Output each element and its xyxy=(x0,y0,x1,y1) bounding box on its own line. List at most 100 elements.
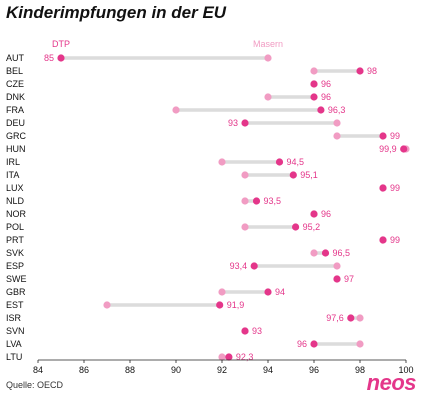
masern-dot xyxy=(356,340,364,348)
dtp-dot xyxy=(250,262,258,270)
masern-dot xyxy=(241,197,249,205)
dtp-dot xyxy=(379,184,387,192)
dtp-dot xyxy=(310,80,318,88)
country-label: IRL xyxy=(6,157,20,167)
dtp-value-label: 96 xyxy=(297,339,307,349)
dtp-dot xyxy=(400,145,408,153)
masern-dot xyxy=(218,288,226,296)
masern-dot xyxy=(333,262,341,270)
country-label: PRT xyxy=(6,235,24,245)
dtp-dot xyxy=(310,93,318,101)
x-tick-label: 84 xyxy=(33,365,43,375)
dtp-value-label: 96 xyxy=(321,79,331,89)
country-label: BEL xyxy=(6,66,23,76)
dtp-value-label: 99 xyxy=(390,183,400,193)
x-tick-label: 100 xyxy=(398,365,413,375)
country-label: SVK xyxy=(6,248,24,258)
dtp-value-label: 97 xyxy=(344,274,354,284)
dtp-value-label: 93,4 xyxy=(230,261,248,271)
source-note: Quelle: OECD xyxy=(6,380,64,390)
dtp-value-label: 99,9 xyxy=(379,144,397,154)
country-label: SVN xyxy=(6,326,25,336)
dtp-value-label: 95,1 xyxy=(300,170,318,180)
dtp-dot xyxy=(317,106,325,114)
country-label: GRC xyxy=(6,131,27,141)
dtp-dot xyxy=(264,288,272,296)
dtp-value-label: 93 xyxy=(228,118,238,128)
masern-dot xyxy=(310,249,318,257)
masern-dot xyxy=(356,314,364,322)
country-label: SWE xyxy=(6,274,27,284)
country-label: DEU xyxy=(6,118,25,128)
country-label: LTU xyxy=(6,352,22,362)
x-tick-label: 88 xyxy=(125,365,135,375)
legend-label-masern: Masern xyxy=(253,39,283,49)
dtp-value-label: 96,3 xyxy=(328,105,346,115)
dtp-dot xyxy=(379,132,387,140)
x-tick-label: 98 xyxy=(355,365,365,375)
masern-dot xyxy=(103,301,111,309)
dtp-value-label: 97,6 xyxy=(326,313,344,323)
masern-dot xyxy=(333,132,341,140)
country-label: LVA xyxy=(6,339,22,349)
masern-dot xyxy=(241,223,249,231)
dtp-dot xyxy=(275,158,284,166)
dtp-value-label: 99 xyxy=(390,131,400,141)
country-label: LUX xyxy=(6,183,24,193)
country-label: NLD xyxy=(6,196,25,206)
dtp-value-label: 93,5 xyxy=(264,196,282,206)
country-label: ESP xyxy=(6,261,24,271)
x-tick-label: 92 xyxy=(217,365,227,375)
dtp-value-label: 91,9 xyxy=(227,300,245,310)
country-label: EST xyxy=(6,300,24,310)
dtp-dot xyxy=(321,249,330,257)
dtp-dot xyxy=(379,236,387,244)
country-label: HUN xyxy=(6,144,26,154)
dtp-dot xyxy=(347,314,355,322)
dtp-value-label: 92,3 xyxy=(236,352,254,362)
country-label: ITA xyxy=(6,170,19,180)
masern-dot xyxy=(333,119,341,127)
masern-dot xyxy=(264,54,272,62)
country-label: GBR xyxy=(6,287,26,297)
legend-label-dtp: DTP xyxy=(52,39,70,49)
dtp-dot xyxy=(310,210,318,218)
dtp-dot xyxy=(356,67,364,75)
dtp-value-label: 93 xyxy=(252,326,262,336)
masern-dot xyxy=(218,353,226,361)
dtp-value-label: 96,5 xyxy=(333,248,351,258)
masern-dot xyxy=(241,171,249,179)
country-label: NOR xyxy=(6,209,27,219)
dtp-dot xyxy=(289,171,297,179)
x-tick-label: 86 xyxy=(79,365,89,375)
dtp-value-label: 95,2 xyxy=(303,222,321,232)
x-tick-label: 94 xyxy=(263,365,273,375)
dtp-value-label: 94 xyxy=(275,287,285,297)
masern-dot xyxy=(218,158,226,166)
dtp-value-label: 96 xyxy=(321,209,331,219)
dtp-dot xyxy=(310,340,318,348)
dtp-dot xyxy=(225,353,233,361)
dtp-dot xyxy=(241,119,249,127)
x-tick-label: 90 xyxy=(171,365,181,375)
dtp-dot xyxy=(57,54,65,62)
dtp-dot xyxy=(216,301,224,309)
neos-logo: neos xyxy=(366,370,417,395)
x-tick-label: 96 xyxy=(309,365,319,375)
dtp-value-label: 85 xyxy=(44,53,54,63)
dtp-dot xyxy=(333,275,341,283)
country-label: FRA xyxy=(6,105,24,115)
dtp-value-label: 96 xyxy=(321,92,331,102)
masern-dot xyxy=(172,106,180,114)
country-label: POL xyxy=(6,222,24,232)
dtp-value-label: 98 xyxy=(367,66,377,76)
country-label: AUT xyxy=(6,53,25,63)
dtp-value-label: 94,5 xyxy=(287,157,305,167)
dtp-dot xyxy=(292,223,300,231)
chart-title: Kinderimpfungen in der EU xyxy=(6,3,227,22)
country-label: ISR xyxy=(6,313,22,323)
country-label: CZE xyxy=(6,79,24,89)
dtp-dot xyxy=(252,197,261,205)
country-label: DNK xyxy=(6,92,25,102)
